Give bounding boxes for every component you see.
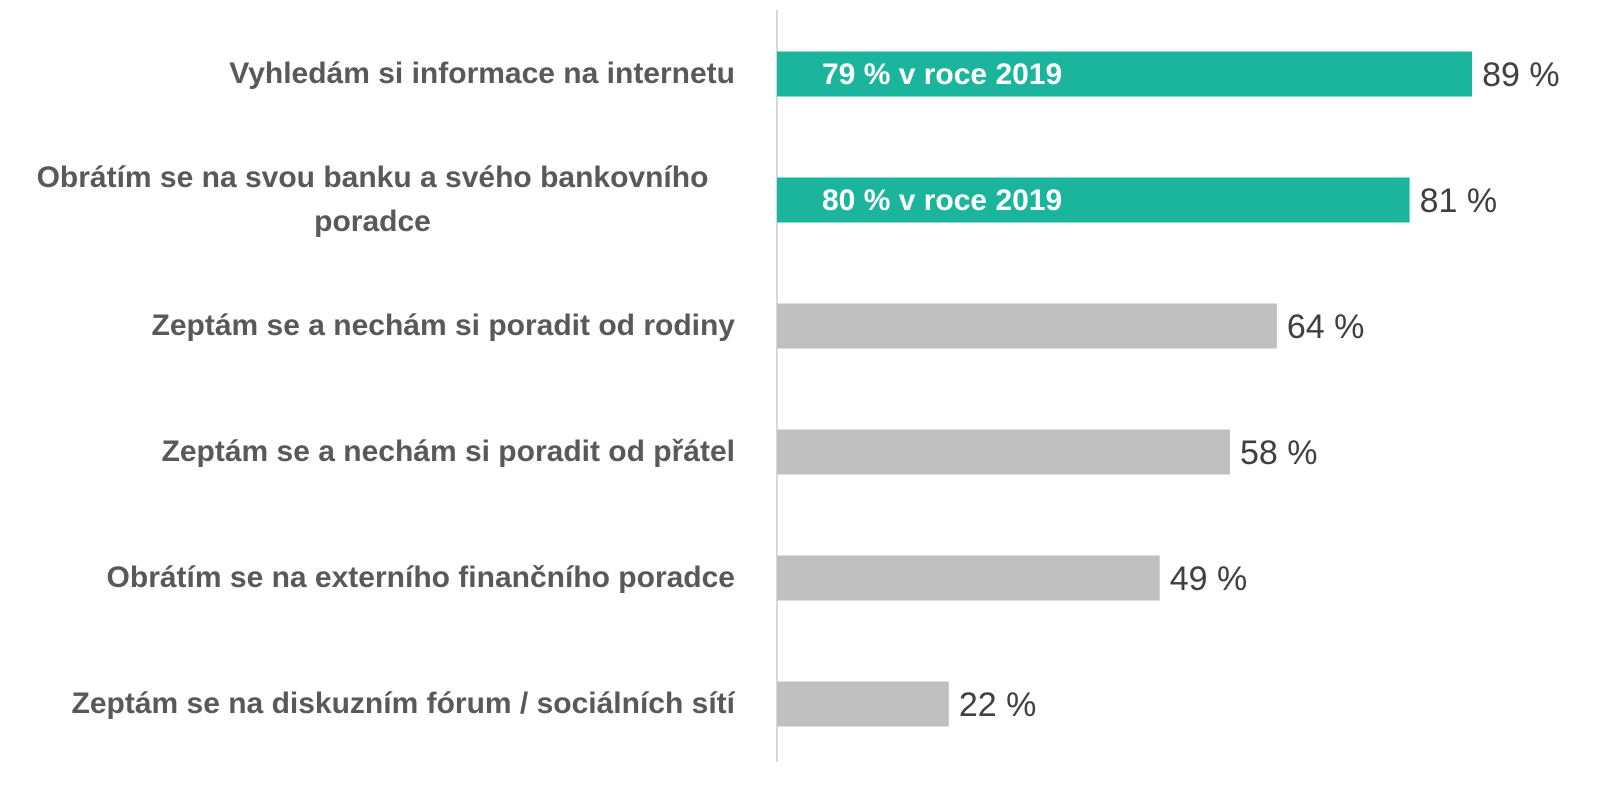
value-label: 81 %	[1420, 182, 1498, 220]
bar	[777, 681, 949, 727]
category-label-box: Obrátím se na svou banku a svého bankovn…	[10, 137, 735, 263]
value-label: 58 %	[1240, 434, 1318, 472]
bar	[777, 303, 1277, 349]
category-label-box: Zeptám se na diskuzním fórum / sociálníc…	[10, 641, 736, 767]
bar	[777, 429, 1230, 475]
value-label: 64 %	[1287, 308, 1365, 346]
bar	[777, 51, 1473, 97]
category-label-box: Vyhledám si informace na internetu	[10, 11, 735, 137]
bar	[777, 555, 1160, 601]
value-label: 89 %	[1482, 56, 1560, 94]
category-label-box: Zeptám se a nechám si poradit od rodiny	[10, 263, 735, 389]
value-label: 49 %	[1170, 560, 1248, 598]
category-label-wrap: Obrátím se na externího finančního porad…	[10, 515, 735, 641]
bar	[777, 177, 1410, 223]
category-label-wrap: Zeptám se a nechám si poradit od rodiny	[10, 263, 735, 389]
value-label: 22 %	[959, 686, 1037, 724]
category-label-wrap: Vyhledám si informace na internetu	[10, 11, 735, 137]
category-label: Zeptám se a nechám si poradit od přátel	[161, 435, 736, 468]
category-label: Vyhledám si informace na internetu	[229, 57, 735, 90]
bar-annotation: 79 % v roce 2019	[822, 58, 1062, 91]
category-label: Obrátím se na svou banku a svého bankovn…	[36, 161, 709, 238]
category-label-box: Zeptám se a nechám si poradit od přátel	[10, 389, 736, 515]
category-label: Zeptám se na diskuzním fórum / sociálníc…	[71, 687, 736, 720]
category-label-wrap: Obrátím se na svou banku a svého bankovn…	[10, 137, 735, 263]
category-label: Obrátím se na externího finančního porad…	[106, 561, 735, 594]
category-label-wrap: Zeptám se na diskuzním fórum / sociálníc…	[10, 641, 736, 767]
category-label-box: Obrátím se na externího finančního porad…	[10, 515, 735, 641]
bar-annotation: 80 % v roce 2019	[822, 184, 1062, 217]
category-label-wrap: Zeptám se a nechám si poradit od přátel	[10, 389, 736, 515]
category-label: Zeptám se a nechám si poradit od rodiny	[151, 309, 735, 342]
